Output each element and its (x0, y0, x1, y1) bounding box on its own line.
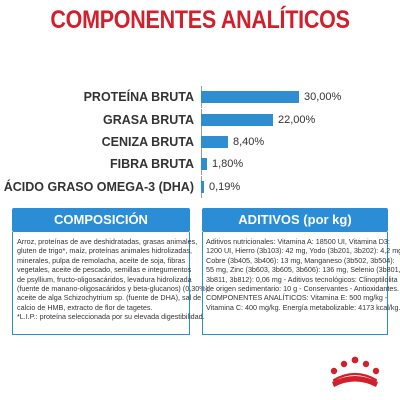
text-line: Vitamina C: 400 mg/kg. Energía metaboliz… (206, 302, 400, 312)
composition-header: COMPOSICIÓN (12, 208, 190, 232)
nutrient-label: CENIZA BRUTA (101, 135, 194, 149)
text-line: de origen sedimentario: 10 g - Conservan… (206, 284, 399, 294)
text-line: minerales, pulpa de remolacha, aceite de… (17, 255, 186, 265)
nutrient-row: FIBRA BRUTA 1,80% (0, 153, 400, 175)
additives-header: ADITIVOS (por kg) (202, 208, 388, 232)
text-line: 3b811, 3b812): 0,06 mg - Aditivos tecnol… (206, 274, 398, 284)
composition-panel (12, 232, 190, 335)
text-line: calcio de HMB, extracto de flor de taget… (17, 302, 153, 312)
text-line: Arroz, proteínas de ave deshidratadas, g… (17, 237, 198, 246)
text-line: vegetales, aceite de pescado, semillas e… (17, 265, 192, 275)
nutrient-bar (201, 158, 207, 170)
nutrient-bar (201, 181, 204, 193)
nutrient-bar (201, 114, 273, 126)
nutrient-value: 22,00% (278, 114, 316, 126)
nutrient-value: 0,19% (209, 181, 241, 193)
text-line: aceite de alga Schizochytrium sp. (fuent… (17, 293, 202, 303)
nutrient-label: PROTEÍNA BRUTA (83, 90, 194, 104)
nutrient-row: CENIZA BRUTA 8,40% (0, 131, 400, 153)
nutrient-row: PROTEÍNA BRUTA 30,00% (0, 86, 400, 108)
nutrient-bar (201, 91, 299, 103)
nutrient-bar (201, 136, 228, 148)
nutrient-label: GRASA BRUTA (103, 113, 194, 127)
text-line: 1200 UI, Hierro (3b103): 42 mg, Yodo (3b… (206, 246, 400, 256)
nutrient-row: GRASA BRUTA 22,00% (0, 109, 400, 131)
text-line: Cobre (3b405, 3b406): 13 mg, Manganeso (… (206, 255, 395, 265)
additives-panel (202, 232, 388, 335)
text-line: (fuente de manano-oligosacáridos y beta-… (17, 284, 210, 294)
nutrient-row: ÁCIDO GRASO OMEGA-3 (DHA) 0,19% (0, 176, 400, 198)
text-line: COMPONENTES ANALÍTICOS: Vitamina E: 500 … (206, 293, 388, 303)
nutrient-label: ÁCIDO GRASO OMEGA-3 (DHA) (3, 180, 194, 194)
text-line: *L.I.P.: proteína seleccionada por su el… (17, 312, 205, 322)
text-line: gluten de trigo*, maíz, proteínas animal… (17, 246, 192, 256)
text-line: de psyllium, fructo-oligosacáridos, leva… (17, 274, 192, 284)
nutrient-label: FIBRA BRUTA (109, 157, 194, 171)
nutrient-value: 8,40% (233, 136, 265, 148)
nutrient-value: 30,00% (304, 91, 342, 103)
text-line: Aditivos nutricionales: Vitamina A: 1850… (206, 237, 390, 246)
additives-text: Aditivos nutricionales: Vitamina A: 1850… (206, 237, 400, 312)
nutrient-value: 1,80% (212, 158, 244, 170)
royal-canin-crown-logo-icon (330, 356, 380, 387)
page-title: COMPONENTES ANALÍTICOS (50, 6, 350, 34)
composition-text: Arroz, proteínas de ave deshidratadas, g… (17, 237, 210, 322)
text-line: 55 mg, Zinc (3b603, 3b605, 3b606): 136 m… (206, 265, 400, 275)
